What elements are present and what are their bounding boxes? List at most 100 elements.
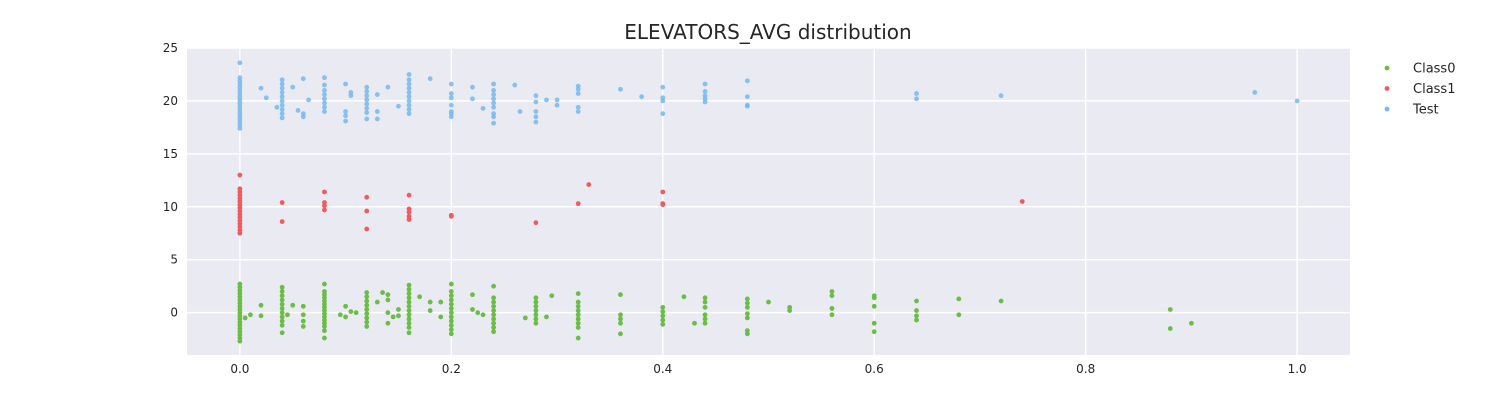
data-point [702, 295, 708, 301]
data-point [470, 84, 475, 90]
data-point [300, 312, 306, 318]
data-point [491, 96, 497, 102]
data-point [491, 308, 497, 313]
data-point [364, 226, 370, 232]
data-point [575, 299, 581, 305]
y-tick-label: 5 [170, 253, 178, 267]
data-point [533, 316, 539, 322]
data-point [871, 320, 877, 326]
data-points [237, 60, 1300, 344]
data-point [390, 314, 396, 320]
data-point [448, 331, 454, 337]
data-point [279, 94, 285, 100]
data-point [300, 303, 306, 309]
legend-label: Class0 [1413, 62, 1455, 77]
data-point [448, 322, 454, 328]
data-point [533, 220, 539, 226]
data-point [385, 84, 391, 90]
legend-marker [1384, 86, 1390, 91]
data-point [448, 81, 454, 87]
legend-marker [1384, 106, 1390, 112]
data-point [660, 189, 666, 195]
data-point [448, 306, 454, 311]
data-point [406, 98, 412, 104]
data-point [1167, 307, 1173, 312]
data-point [258, 85, 264, 91]
data-point [322, 82, 327, 88]
data-point [448, 213, 454, 219]
data-point [491, 295, 497, 301]
data-point [364, 89, 370, 94]
data-point [406, 282, 412, 288]
data-point [1167, 326, 1173, 331]
data-point [237, 172, 243, 178]
y-tick-label: 20 [163, 94, 178, 108]
data-point [258, 302, 264, 308]
data-point [279, 98, 285, 104]
data-point [406, 72, 412, 77]
data-point [575, 312, 581, 318]
data-point [871, 295, 877, 301]
data-point [237, 126, 243, 131]
data-point [744, 331, 750, 337]
data-point [279, 293, 285, 299]
data-point [491, 299, 497, 305]
data-point [364, 307, 370, 312]
data-point [237, 230, 243, 236]
data-point [322, 189, 327, 195]
data-point [300, 76, 306, 82]
data-point [491, 329, 497, 335]
data-point [279, 284, 285, 290]
data-point [517, 109, 523, 114]
legend-marker [1384, 65, 1390, 71]
data-point [448, 91, 454, 96]
data-point [364, 298, 370, 304]
data-point [364, 84, 370, 90]
data-point [618, 331, 623, 337]
data-point [279, 81, 285, 87]
data-point [448, 102, 454, 108]
legend-label: Class1 [1413, 82, 1455, 97]
data-point [744, 304, 750, 310]
data-point [470, 307, 475, 312]
data-point [533, 303, 539, 309]
data-point [618, 86, 623, 92]
data-point [374, 116, 380, 122]
data-point [702, 304, 708, 310]
data-point [279, 111, 285, 117]
y-tick-label: 10 [163, 200, 178, 214]
data-point [491, 120, 497, 126]
data-point [914, 308, 919, 313]
data-point [279, 306, 285, 311]
data-point [491, 320, 497, 326]
data-point [575, 320, 581, 326]
data-point [533, 93, 539, 99]
data-point [279, 310, 285, 316]
data-point [322, 109, 327, 114]
data-point [787, 308, 793, 313]
data-point [300, 324, 306, 329]
data-point [491, 312, 497, 318]
data-point [956, 296, 962, 302]
data-point [279, 200, 285, 205]
data-point [480, 105, 486, 111]
data-point [427, 308, 433, 313]
data-point [491, 114, 497, 120]
data-point [380, 290, 385, 295]
y-tick-label: 15 [163, 147, 178, 161]
data-point [322, 207, 327, 213]
data-point [914, 313, 919, 319]
data-point [681, 294, 687, 300]
data-point [522, 315, 528, 321]
data-point [322, 324, 327, 329]
data-point [956, 312, 962, 318]
data-point [998, 93, 1004, 99]
data-point [744, 311, 750, 317]
data-point [274, 104, 280, 110]
data-point [322, 281, 327, 287]
data-point [914, 317, 919, 323]
data-point [491, 303, 497, 309]
data-point [491, 100, 497, 106]
data-point [406, 85, 412, 91]
